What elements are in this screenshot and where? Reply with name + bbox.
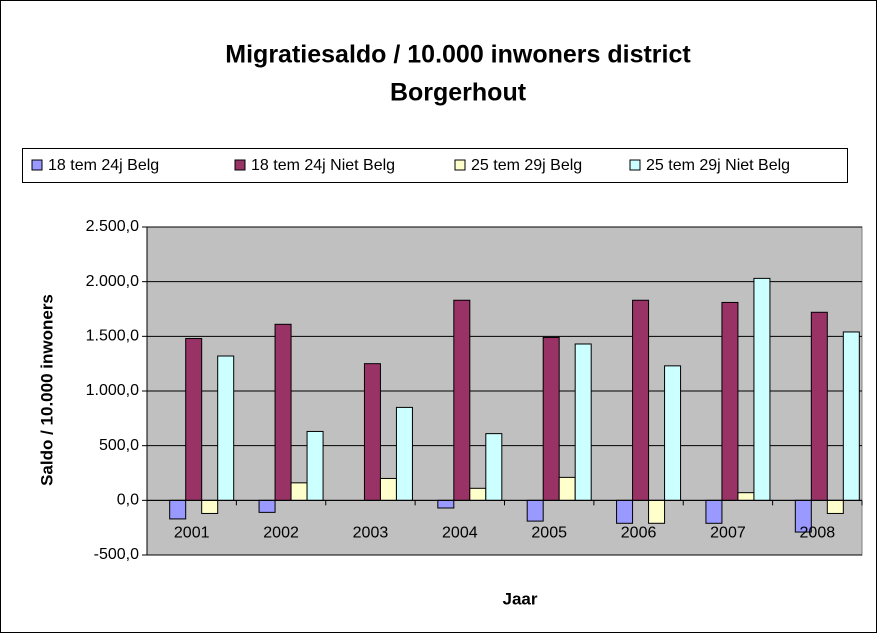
legend-label: 25 tem 29j Niet Belg <box>646 157 790 174</box>
bar <box>842 331 860 501</box>
x-axis-title: Jaar <box>503 589 538 608</box>
bar <box>648 499 666 524</box>
legend-label: 25 tem 29j Belg <box>471 157 582 174</box>
y-axis-title: Saldo / 10.000 inwoners <box>37 294 56 486</box>
bar <box>395 406 413 501</box>
x-tick-label: 2003 <box>353 525 389 542</box>
bar <box>721 301 739 501</box>
bar <box>437 499 455 509</box>
bar <box>306 430 324 501</box>
y-tick-label: -500,0 <box>94 546 139 563</box>
x-tick-label: 2008 <box>800 525 836 542</box>
legend-box <box>22 148 848 183</box>
bar <box>469 487 487 501</box>
bar <box>379 477 397 501</box>
bar <box>217 355 235 501</box>
bar <box>185 338 203 501</box>
x-tick-label: 2007 <box>710 525 746 542</box>
bar <box>810 311 828 501</box>
bar <box>201 499 219 514</box>
bar <box>274 323 292 501</box>
x-tick-label: 2002 <box>263 525 299 542</box>
y-tick-label: 2.000,0 <box>86 273 139 290</box>
x-tick-label: 2005 <box>531 525 567 542</box>
bar <box>737 492 755 501</box>
legend-swatch <box>31 159 43 171</box>
bar <box>258 499 276 513</box>
y-tick-label: 500,0 <box>99 437 139 454</box>
bar <box>558 476 576 501</box>
bar <box>826 499 844 514</box>
y-tick-label: 0,0 <box>117 492 139 509</box>
y-tick-label: 1.500,0 <box>86 328 139 345</box>
legend-swatch <box>234 159 246 171</box>
bar <box>632 299 650 501</box>
bar <box>526 499 544 522</box>
y-tick-label: 1.000,0 <box>86 382 139 399</box>
chart-title: Borgerhout <box>390 79 527 107</box>
x-tick-label: 2001 <box>174 525 210 542</box>
x-tick-label: 2006 <box>621 525 657 542</box>
legend-label: 18 tem 24j Niet Belg <box>251 157 395 174</box>
y-tick-label: 2.500,0 <box>86 218 139 235</box>
bar <box>616 499 634 524</box>
bar <box>485 433 503 501</box>
bar <box>574 343 592 501</box>
bar <box>290 482 308 501</box>
x-tick-label: 2004 <box>442 525 478 542</box>
chart-title: Migratiesaldo / 10.000 inwoners district <box>225 41 691 69</box>
legend-label: 18 tem 24j Belg <box>48 157 159 174</box>
legend-swatch <box>629 159 641 171</box>
bar <box>453 299 471 501</box>
legend-swatch <box>454 159 466 171</box>
bar <box>169 499 187 520</box>
bar <box>753 277 771 501</box>
bar <box>705 499 723 524</box>
bar <box>664 365 682 501</box>
bar <box>363 363 381 501</box>
bar <box>542 336 560 501</box>
